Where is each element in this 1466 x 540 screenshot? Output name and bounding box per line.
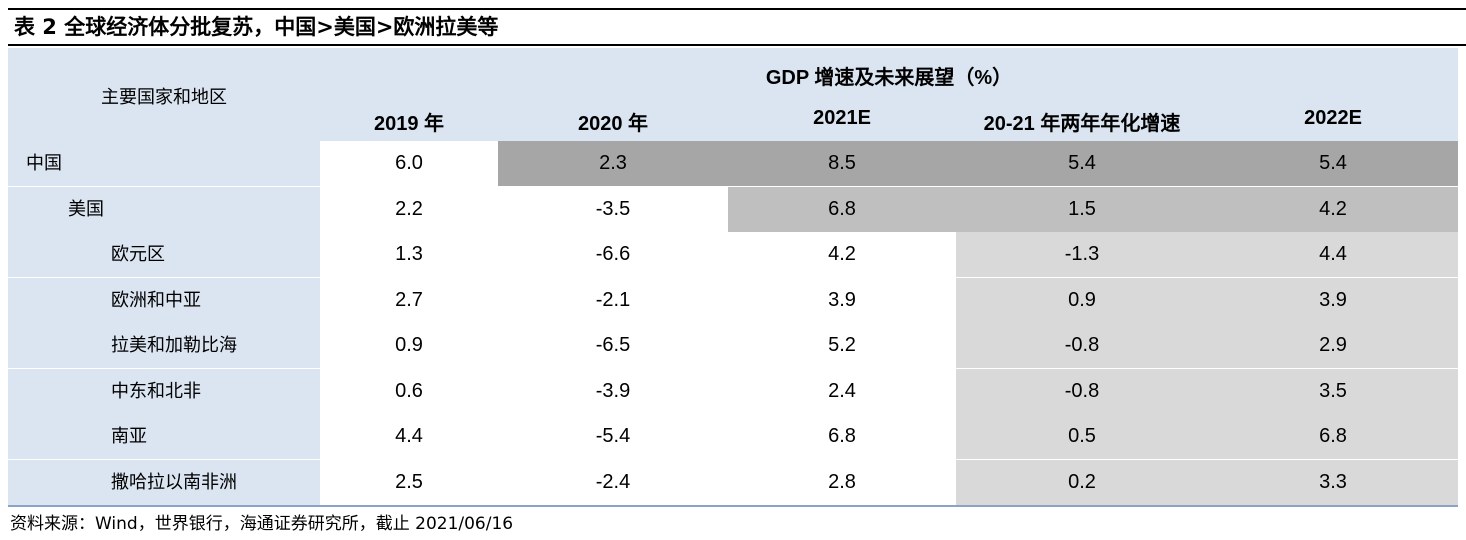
value-cell: 4.4 (320, 414, 498, 459)
value-cell: -0.8 (956, 368, 1208, 414)
value-cell: 0.9 (320, 323, 498, 368)
value-cell: 2.5 (320, 459, 498, 505)
table-row: 欧元区 1.3 -6.6 4.2 -1.3 4.4 (8, 232, 1458, 277)
source-note: 资料来源：Wind，世界银行，海通证券研究所，截止 2021/06/16 (10, 514, 514, 534)
value-cell: 3.9 (1208, 277, 1458, 323)
table-row: 中东和北非 0.6 -3.9 2.4 -0.8 3.5 (8, 368, 1458, 414)
value-cell: 8.5 (728, 141, 956, 186)
value-cell: 2.2 (320, 186, 498, 232)
value-cell: 2.7 (320, 277, 498, 323)
value-cell: 1.3 (320, 232, 498, 277)
table-row: 欧洲和中亚 2.7 -2.1 3.9 0.9 3.9 (8, 277, 1458, 323)
value-cell: -3.9 (498, 368, 728, 414)
row-label-bg (8, 323, 320, 368)
header-col-2019: 2019 年 (373, 113, 445, 135)
table-row: 撒哈拉以南非洲 2.5 -2.4 2.8 0.2 3.3 (8, 459, 1458, 505)
row-label-bg (8, 414, 320, 459)
table-row: 美国 2.2 -3.5 6.8 1.5 4.2 (8, 186, 1458, 232)
value-cell: 1.5 (956, 186, 1208, 232)
header-group: GDP 增速及未来展望（%） (765, 67, 1013, 89)
value-cell: 6.8 (728, 186, 956, 232)
value-cell: 5.4 (956, 141, 1208, 186)
value-cell: -2.4 (498, 459, 728, 505)
value-cell: 4.2 (1208, 186, 1458, 232)
row-label: 欧元区 (111, 244, 165, 265)
row-label-bg (8, 277, 320, 323)
value-cell: 2.9 (1208, 323, 1458, 368)
value-cell: 4.2 (728, 232, 956, 277)
value-cell: 0.5 (956, 414, 1208, 459)
value-cell: 3.3 (1208, 459, 1458, 505)
header-col-2020: 2020 年 (577, 113, 649, 135)
value-cell: 3.5 (1208, 368, 1458, 414)
table-row: 拉美和加勒比海 0.9 -6.5 5.2 -0.8 2.9 (8, 323, 1458, 368)
value-cell: 6.8 (1208, 414, 1458, 459)
gdp-table: 主要国家和地区 GDP 增速及未来展望（%） 2019 年 2020 年 202… (8, 48, 1458, 507)
row-label: 中东和北非 (111, 380, 201, 402)
value-cell: 6.0 (320, 141, 498, 186)
table-row: 南亚 4.4 -5.4 6.8 0.5 6.8 (8, 414, 1458, 459)
value-cell: -0.8 (956, 323, 1208, 368)
value-cell: 6.8 (728, 414, 956, 459)
value-cell: 3.9 (728, 277, 956, 323)
header-region: 主要国家和地区 (101, 87, 227, 108)
header-col-2022e: 2022E (1304, 107, 1362, 129)
value-cell: -2.1 (498, 277, 728, 323)
value-cell: 0.9 (956, 277, 1208, 323)
value-cell: -3.5 (498, 186, 728, 232)
row-label: 欧洲和中亚 (111, 289, 201, 311)
row-label: 南亚 (111, 426, 147, 447)
value-cell: -6.6 (498, 232, 728, 277)
value-cell: 2.3 (498, 141, 728, 186)
row-label-bg (8, 459, 320, 505)
table-header: 主要国家和地区 GDP 增速及未来展望（%） 2019 年 2020 年 202… (8, 48, 1458, 141)
header-col-2yr-avg: 20-21 年两年年化增速 (983, 113, 1181, 135)
header-col-2021e: 2021E (813, 107, 871, 129)
row-label-bg (8, 141, 320, 186)
row-label-bg (8, 368, 320, 414)
value-cell: 2.8 (728, 459, 956, 505)
value-cell: 0.2 (956, 459, 1208, 505)
value-cell: -6.5 (498, 323, 728, 368)
table-title: 表 2 全球经济体分批复苏，中国>美国>欧洲拉美等 (8, 8, 1466, 46)
table-row: 中国 6.0 2.3 8.5 5.4 5.4 (8, 141, 1458, 186)
value-cell: 4.4 (1208, 232, 1458, 277)
value-cell: -1.3 (956, 232, 1208, 277)
row-label-bg (8, 232, 320, 277)
row-label: 撒哈拉以南非洲 (111, 471, 237, 493)
row-label-bg (8, 186, 320, 232)
value-cell: 0.6 (320, 368, 498, 414)
value-cell: 2.4 (728, 368, 956, 414)
row-label: 中国 (26, 153, 62, 174)
value-cell: -5.4 (498, 414, 728, 459)
value-cell: 5.4 (1208, 141, 1458, 186)
row-label: 美国 (68, 198, 104, 220)
row-label: 拉美和加勒比海 (111, 335, 237, 356)
value-cell: 5.2 (728, 323, 956, 368)
